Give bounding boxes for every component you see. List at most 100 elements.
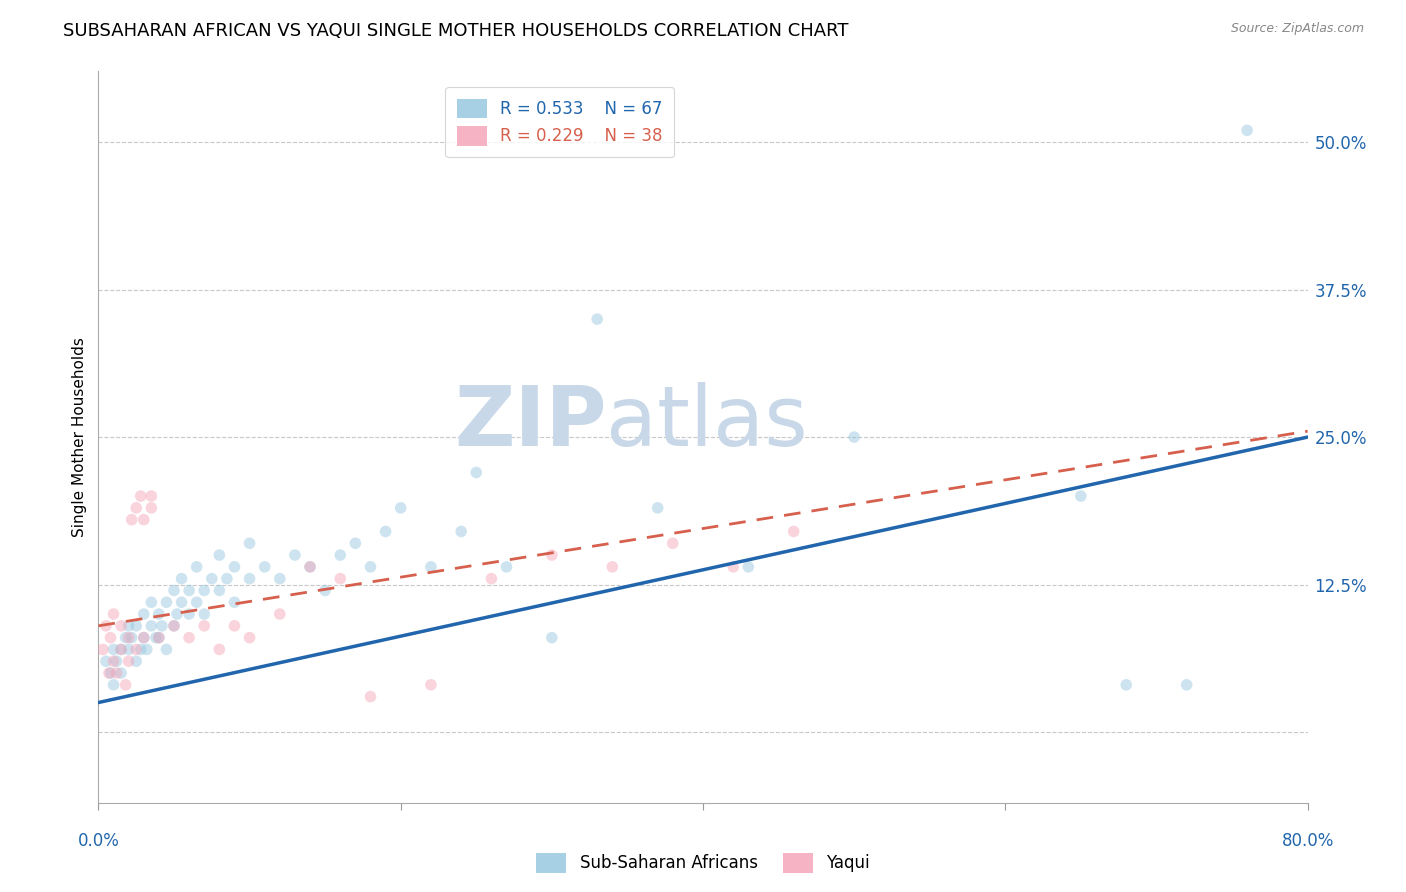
Point xyxy=(98,666,121,681)
Point xyxy=(163,619,186,633)
Point xyxy=(224,619,246,633)
Point xyxy=(1070,489,1092,503)
Point xyxy=(148,631,170,645)
Point xyxy=(208,583,231,598)
Point xyxy=(121,631,143,645)
Point xyxy=(344,536,367,550)
Point xyxy=(186,595,208,609)
Point xyxy=(145,631,167,645)
Point xyxy=(121,513,143,527)
Point xyxy=(284,548,307,562)
Point xyxy=(150,619,173,633)
Point xyxy=(495,559,517,574)
Point xyxy=(100,666,122,681)
Point xyxy=(125,500,148,515)
Point xyxy=(141,619,163,633)
Point xyxy=(783,524,806,539)
Point xyxy=(125,619,148,633)
Point xyxy=(118,642,141,657)
Point xyxy=(360,690,382,704)
Point xyxy=(586,312,609,326)
Point xyxy=(105,666,128,681)
Point xyxy=(179,607,201,621)
Point xyxy=(141,595,163,609)
Text: SUBSAHARAN AFRICAN VS YAQUI SINGLE MOTHER HOUSEHOLDS CORRELATION CHART: SUBSAHARAN AFRICAN VS YAQUI SINGLE MOTHE… xyxy=(63,22,849,40)
Point xyxy=(170,572,193,586)
Point xyxy=(239,536,262,550)
Text: 0.0%: 0.0% xyxy=(77,832,120,850)
Point xyxy=(602,559,624,574)
Point xyxy=(299,559,322,574)
Point xyxy=(129,642,152,657)
Point xyxy=(647,500,669,515)
Point xyxy=(723,559,745,574)
Point xyxy=(215,572,238,586)
Point xyxy=(166,607,188,621)
Point xyxy=(94,619,117,633)
Point xyxy=(103,607,125,621)
Point xyxy=(100,631,122,645)
Point xyxy=(148,607,170,621)
Text: atlas: atlas xyxy=(606,382,808,463)
Point xyxy=(269,572,291,586)
Point xyxy=(374,524,396,539)
Legend: R = 0.533    N = 67, R = 0.229    N = 38: R = 0.533 N = 67, R = 0.229 N = 38 xyxy=(446,87,675,157)
Point xyxy=(135,642,157,657)
Y-axis label: Single Mother Households: Single Mother Households xyxy=(72,337,87,537)
Point xyxy=(253,559,276,574)
Point xyxy=(129,489,152,503)
Point xyxy=(193,607,215,621)
Point xyxy=(105,654,128,668)
Point xyxy=(420,678,443,692)
Point xyxy=(132,607,155,621)
Point xyxy=(540,548,562,562)
Point xyxy=(450,524,472,539)
Point xyxy=(314,583,336,598)
Point xyxy=(155,595,177,609)
Point xyxy=(465,466,488,480)
Point xyxy=(329,572,352,586)
Point xyxy=(224,595,246,609)
Point xyxy=(179,583,201,598)
Text: 80.0%: 80.0% xyxy=(1281,832,1334,850)
Point xyxy=(103,678,125,692)
Point xyxy=(118,631,141,645)
Point xyxy=(1115,678,1137,692)
Point xyxy=(110,619,132,633)
Point xyxy=(110,666,132,681)
Point xyxy=(125,654,148,668)
Point xyxy=(132,631,155,645)
Point xyxy=(844,430,866,444)
Point xyxy=(239,631,262,645)
Point xyxy=(661,536,683,550)
Point xyxy=(118,654,141,668)
Point xyxy=(114,631,136,645)
Point xyxy=(737,559,759,574)
Point xyxy=(163,619,186,633)
Point xyxy=(1236,123,1258,137)
Point xyxy=(170,595,193,609)
Point xyxy=(389,500,412,515)
Point xyxy=(125,642,148,657)
Point xyxy=(163,583,186,598)
Point xyxy=(141,489,163,503)
Point xyxy=(141,500,163,515)
Point xyxy=(269,607,291,621)
Point xyxy=(114,678,136,692)
Point xyxy=(103,642,125,657)
Point xyxy=(208,642,231,657)
Text: Source: ZipAtlas.com: Source: ZipAtlas.com xyxy=(1230,22,1364,36)
Point xyxy=(201,572,224,586)
Point xyxy=(155,642,177,657)
Point xyxy=(186,559,208,574)
Point xyxy=(420,559,443,574)
Point xyxy=(540,631,562,645)
Point xyxy=(208,548,231,562)
Point xyxy=(94,654,117,668)
Legend: Sub-Saharan Africans, Yaqui: Sub-Saharan Africans, Yaqui xyxy=(530,847,876,880)
Point xyxy=(1175,678,1198,692)
Text: ZIP: ZIP xyxy=(454,382,606,463)
Point xyxy=(481,572,503,586)
Point xyxy=(224,559,246,574)
Point xyxy=(179,631,201,645)
